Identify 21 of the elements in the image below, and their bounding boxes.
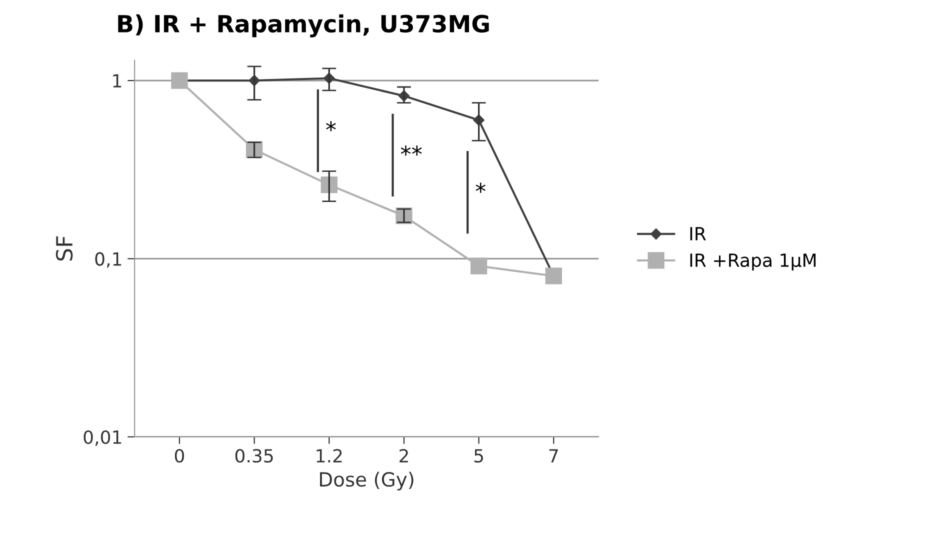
x-tick-label: 5 — [474, 449, 483, 463]
x-tick-label: 0 — [174, 448, 184, 463]
point — [545, 268, 562, 284]
x-tick-label: 7 — [549, 449, 558, 462]
legend-label: IR — [690, 227, 706, 240]
y-tick-label: 1 — [113, 74, 122, 88]
annotation: * — [326, 121, 336, 132]
x-tick-label: 2 — [400, 448, 408, 462]
x-axis-title: Dose (Gy) — [320, 472, 414, 491]
y-axis-title: SF — [56, 236, 73, 261]
annotation: * — [476, 182, 486, 193]
y-tick-label: 0,1 — [95, 252, 122, 268]
legend-label: IR +Rapa 1µM — [690, 254, 816, 271]
chart-title: B) IR + Rapamycin, U373MG — [118, 14, 489, 38]
x-tick-label: 1.2 — [316, 448, 342, 462]
x-tick-label: 0.35 — [235, 448, 273, 463]
annotation: ** — [400, 146, 422, 156]
point — [171, 72, 188, 89]
point — [320, 176, 338, 194]
point — [470, 258, 488, 274]
y-tick-label: 0,01 — [84, 430, 122, 446]
